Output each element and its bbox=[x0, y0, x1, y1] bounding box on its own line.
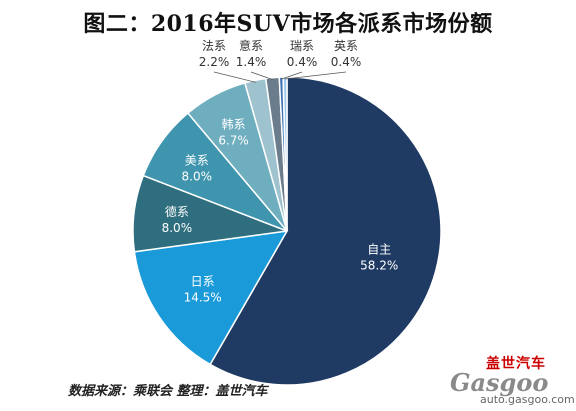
slice-label-8: 英系 bbox=[334, 39, 358, 53]
leader-line-5 bbox=[213, 71, 256, 83]
slice-value-4: 6.7% bbox=[218, 133, 249, 147]
slice-value-2: 8.0% bbox=[162, 221, 193, 235]
slice-value-3: 8.0% bbox=[182, 170, 213, 184]
watermark-logo: Gasgoo bbox=[450, 368, 549, 397]
slice-value-0: 58.2% bbox=[360, 259, 398, 273]
leader-line-7 bbox=[281, 71, 303, 80]
slice-label-3: 美系 bbox=[185, 154, 209, 168]
pie-slices bbox=[132, 76, 442, 386]
slice-value-7: 0.4% bbox=[287, 55, 318, 69]
leader-lines bbox=[213, 71, 347, 83]
slice-value-8: 0.4% bbox=[331, 55, 362, 69]
gasgoo-watermark: 盖世汽车 Gasgoo auto.gasgoo.com bbox=[450, 353, 575, 408]
slice-value-5: 2.2% bbox=[199, 55, 230, 69]
slice-label-0: 自主 bbox=[367, 243, 391, 257]
slice-label-5: 法系 bbox=[202, 39, 226, 53]
slice-value-6: 1.4% bbox=[236, 55, 267, 69]
pie-slice-1 bbox=[133, 230, 289, 366]
leader-line-6 bbox=[250, 71, 273, 81]
slice-label-1: 日系 bbox=[191, 275, 215, 289]
pie-slice-0 bbox=[209, 76, 442, 386]
leader-line-8 bbox=[285, 71, 347, 80]
slice-label-4: 韩系 bbox=[222, 116, 246, 131]
slice-value-1: 14.5% bbox=[184, 291, 222, 305]
watermark-cn-name: 盖世汽车 bbox=[486, 356, 546, 372]
chart-title: 图二：2016年SUV市场各派系市场份额 bbox=[83, 11, 493, 37]
source-note: 数据来源：乘联会 整理：盖世汽车 bbox=[68, 384, 268, 399]
slice-label-6: 意系 bbox=[239, 38, 263, 53]
slice-label-2: 德系 bbox=[165, 204, 189, 219]
slice-labels: 自主 58.2% 日系 14.5% 德系 8.0% 美系 8.0% 韩系 6.7% 法系 2.2% 意系… bbox=[162, 38, 399, 305]
watermark-url: auto.gasgoo.com bbox=[480, 393, 575, 406]
slice-label-7: 瑞系 bbox=[290, 39, 314, 53]
